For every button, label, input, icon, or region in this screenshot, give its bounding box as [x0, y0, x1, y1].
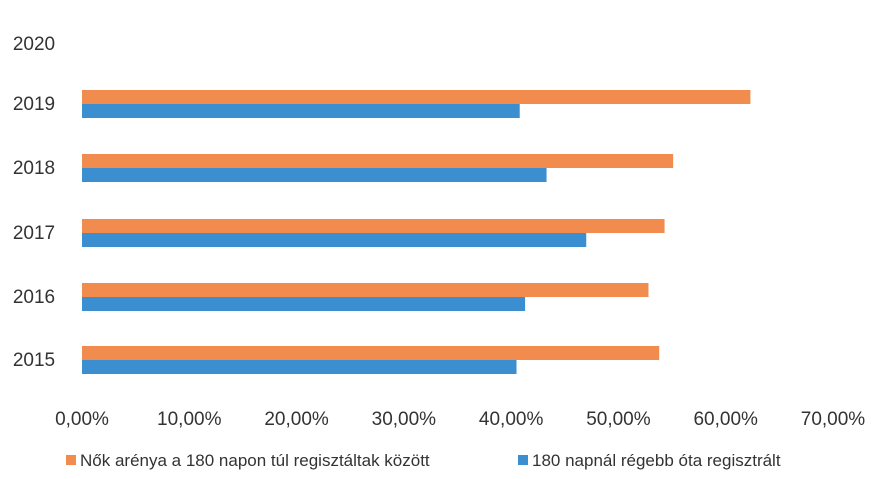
x-tick-label: 20,00%: [264, 409, 329, 430]
y-tick-label: 2017: [13, 223, 55, 244]
bar-women-share: [82, 90, 751, 104]
legend-label: Nők arénya a 180 napon túl regisztáltak …: [80, 451, 430, 470]
legend-swatch: [66, 455, 76, 465]
legend-swatch: [518, 455, 528, 465]
bar-women-share: [82, 346, 660, 360]
chart-bars: [82, 90, 751, 374]
x-tick-label: 30,00%: [372, 409, 437, 430]
bar-registered-over-180: [82, 104, 520, 118]
bar-women-share: [82, 154, 674, 168]
y-tick-label: 2020: [13, 34, 55, 55]
x-tick-label: 10,00%: [157, 409, 222, 430]
y-tick-label: 2015: [13, 350, 55, 371]
x-tick-label: 70,00%: [801, 409, 866, 430]
y-axis-labels: 2015 2016 2017 2018 2019 2020: [13, 34, 55, 371]
bar-women-share: [82, 219, 665, 233]
x-tick-label: 40,00%: [479, 409, 544, 430]
y-tick-label: 2019: [13, 94, 55, 115]
x-tick-label: 0,00%: [55, 409, 109, 430]
legend: Nők arénya a 180 napon túl regisztáltak …: [66, 451, 781, 470]
x-tick-label: 50,00%: [586, 409, 651, 430]
legend-label: 180 napnál régebb óta regisztrált: [532, 451, 781, 470]
bar-registered-over-180: [82, 360, 517, 374]
y-tick-label: 2016: [13, 287, 55, 308]
bar-women-share: [82, 283, 649, 297]
y-tick-label: 2018: [13, 158, 55, 179]
x-tick-label: 60,00%: [693, 409, 758, 430]
bar-registered-over-180: [82, 233, 587, 247]
x-axis-labels: 0,00% 10,00% 20,00% 30,00% 40,00% 50,00% 60,00…: [55, 409, 865, 430]
bar-registered-over-180: [82, 297, 526, 311]
bar-registered-over-180: [82, 168, 547, 182]
